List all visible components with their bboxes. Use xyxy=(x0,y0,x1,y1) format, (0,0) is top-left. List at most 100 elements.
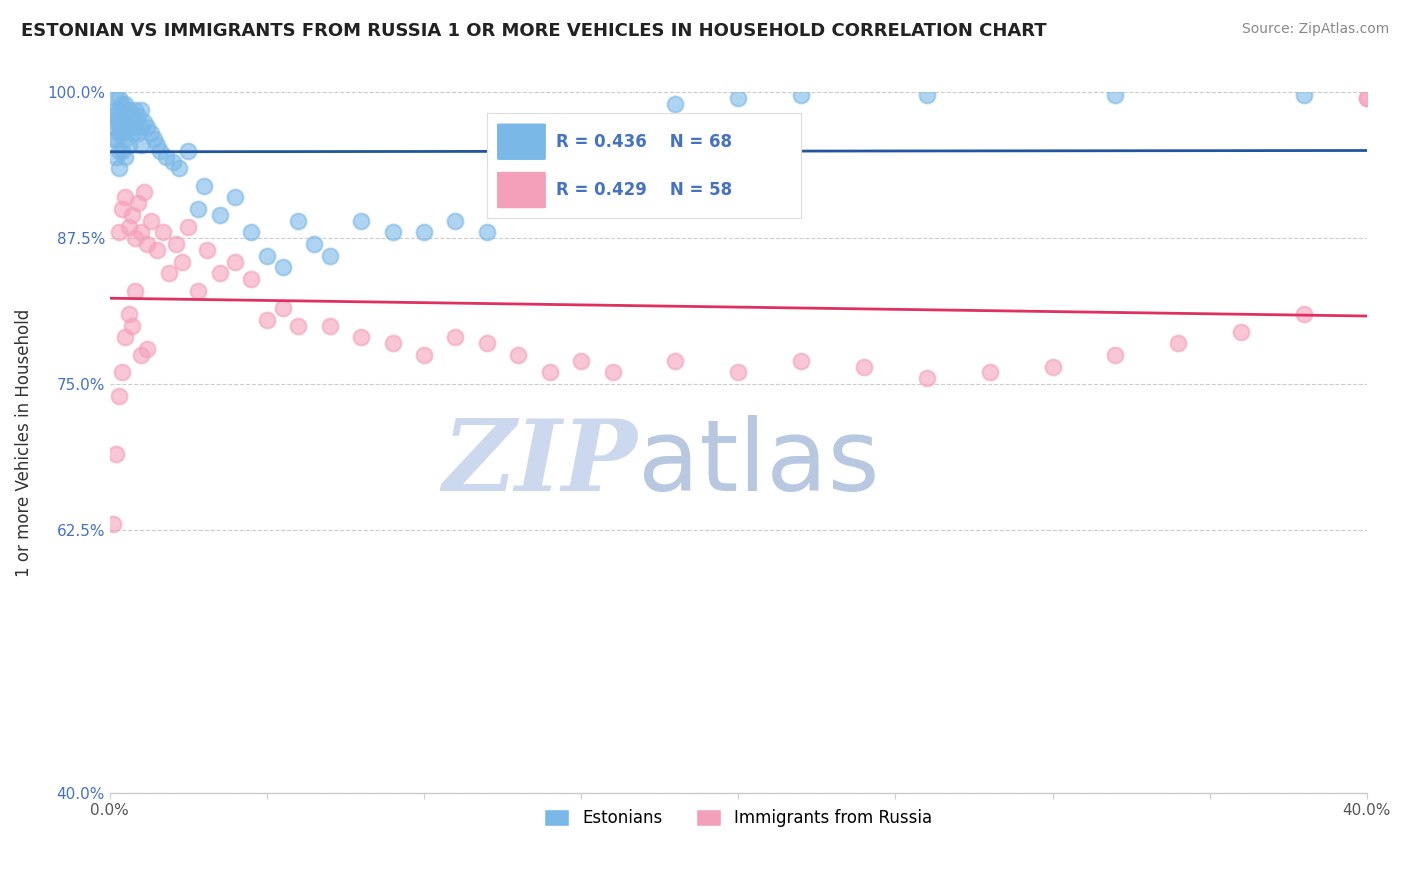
Text: ZIP: ZIP xyxy=(443,416,638,512)
Point xyxy=(134,114,156,128)
Point xyxy=(1292,307,1315,321)
Point xyxy=(208,266,231,280)
Legend: Estonians, Immigrants from Russia: Estonians, Immigrants from Russia xyxy=(537,802,939,833)
Point xyxy=(146,243,169,257)
Point xyxy=(111,144,134,158)
Point xyxy=(381,226,404,240)
Point xyxy=(319,318,342,333)
Point xyxy=(240,226,263,240)
Point xyxy=(152,226,174,240)
Point xyxy=(111,126,134,140)
Point xyxy=(121,208,143,222)
Point xyxy=(108,126,131,140)
Point xyxy=(105,150,128,164)
Point xyxy=(790,87,813,102)
Point xyxy=(114,330,136,344)
Point xyxy=(602,173,624,187)
Point xyxy=(569,353,592,368)
Point xyxy=(127,109,149,123)
Point xyxy=(134,185,156,199)
Point xyxy=(105,447,128,461)
Point xyxy=(108,103,131,117)
Point xyxy=(108,91,131,105)
Point xyxy=(127,126,149,140)
Point xyxy=(129,120,152,135)
Point xyxy=(121,109,143,123)
Point xyxy=(1230,325,1253,339)
Point xyxy=(508,348,530,362)
Point xyxy=(101,517,124,532)
Point xyxy=(224,190,246,204)
Text: ESTONIAN VS IMMIGRANTS FROM RUSSIA 1 OR MORE VEHICLES IN HOUSEHOLD CORRELATION C: ESTONIAN VS IMMIGRANTS FROM RUSSIA 1 OR … xyxy=(21,22,1046,40)
Point xyxy=(129,348,152,362)
Point xyxy=(319,249,342,263)
Point xyxy=(155,150,177,164)
Point xyxy=(162,155,184,169)
Point xyxy=(101,132,124,146)
Point xyxy=(159,266,181,280)
Point xyxy=(853,359,876,374)
Point xyxy=(664,97,686,112)
Point xyxy=(114,150,136,164)
Point xyxy=(508,178,530,193)
Point xyxy=(108,144,131,158)
Point xyxy=(224,254,246,268)
Point xyxy=(121,126,143,140)
Point xyxy=(108,389,131,403)
Point xyxy=(124,284,146,298)
Point xyxy=(1292,87,1315,102)
Point xyxy=(101,120,124,135)
Point xyxy=(105,103,128,117)
Point xyxy=(256,249,278,263)
Point xyxy=(554,167,576,181)
Point xyxy=(790,353,813,368)
Point xyxy=(193,178,215,193)
Point xyxy=(727,91,749,105)
Point xyxy=(108,114,131,128)
Point xyxy=(475,226,498,240)
Point xyxy=(287,318,309,333)
Point xyxy=(195,243,218,257)
Point xyxy=(111,366,134,380)
Point xyxy=(170,254,193,268)
Point xyxy=(139,126,162,140)
Point xyxy=(444,213,467,227)
Point xyxy=(108,226,131,240)
Point xyxy=(117,120,139,135)
Point xyxy=(240,272,263,286)
Point xyxy=(1355,91,1378,105)
Point xyxy=(413,348,436,362)
Point xyxy=(915,371,938,385)
Point xyxy=(146,137,169,152)
Point xyxy=(124,103,146,117)
Point xyxy=(350,330,373,344)
Point xyxy=(208,208,231,222)
Point xyxy=(915,87,938,102)
Point xyxy=(117,307,139,321)
Point xyxy=(602,366,624,380)
Point xyxy=(167,161,190,176)
Text: Source: ZipAtlas.com: Source: ZipAtlas.com xyxy=(1241,22,1389,37)
Point xyxy=(381,336,404,351)
Y-axis label: 1 or more Vehicles in Household: 1 or more Vehicles in Household xyxy=(15,309,32,576)
Point xyxy=(111,202,134,216)
Point xyxy=(1104,87,1126,102)
Point xyxy=(149,144,172,158)
Point xyxy=(271,301,294,316)
Point xyxy=(1167,336,1189,351)
Point xyxy=(129,226,152,240)
Point xyxy=(117,103,139,117)
Point xyxy=(979,366,1001,380)
Point xyxy=(664,353,686,368)
Point xyxy=(187,202,209,216)
Point xyxy=(108,161,131,176)
Point xyxy=(117,137,139,152)
Point xyxy=(1355,91,1378,105)
Point xyxy=(136,342,159,356)
Point xyxy=(114,190,136,204)
Point xyxy=(105,91,128,105)
Point xyxy=(287,213,309,227)
Point xyxy=(177,219,200,234)
Point xyxy=(136,237,159,252)
Point xyxy=(114,114,136,128)
